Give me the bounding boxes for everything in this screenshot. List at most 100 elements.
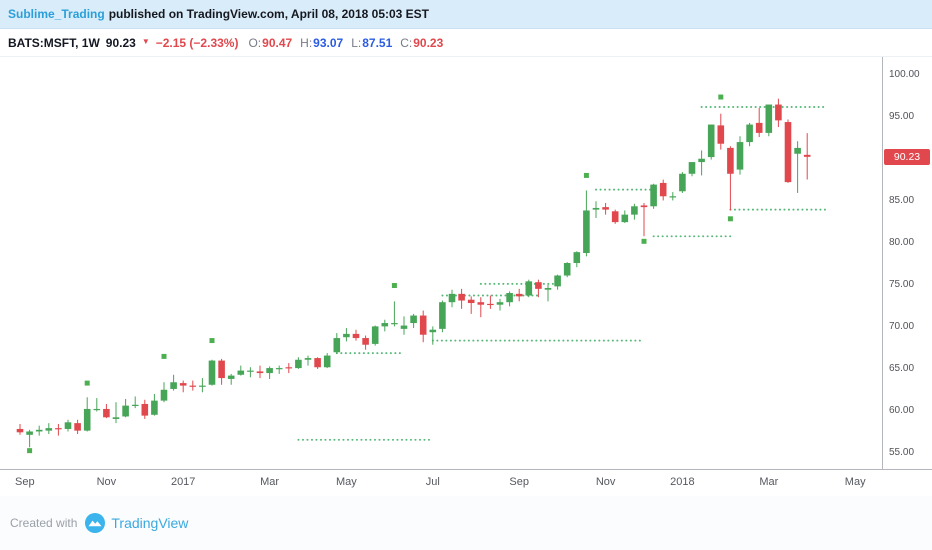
- candle: [208, 359, 216, 386]
- candle: [592, 201, 600, 218]
- time-axis-label: Nov: [96, 476, 117, 488]
- candle: [419, 310, 427, 343]
- signal-marker: [209, 338, 215, 344]
- candle: [650, 183, 657, 209]
- price-axis-label: 55.00: [889, 446, 915, 458]
- candle: [794, 141, 801, 193]
- time-axis-label: Sep: [509, 476, 529, 488]
- candle: [103, 403, 110, 419]
- candle: [496, 298, 504, 311]
- candle: [448, 289, 456, 308]
- signal-marker: [391, 283, 397, 289]
- candle: [621, 210, 629, 223]
- candle: [352, 329, 360, 341]
- price-axis-label: 60.00: [889, 404, 915, 416]
- time-axis-label: Nov: [595, 476, 616, 488]
- candle: [343, 328, 350, 342]
- candle: [35, 425, 43, 436]
- signal-marker: [641, 238, 647, 244]
- signal-marker: [718, 94, 724, 100]
- candle: [266, 366, 273, 379]
- candle: [16, 423, 24, 435]
- candle: [55, 423, 62, 436]
- candle: [659, 179, 667, 201]
- ohlc-close: C: 90.23: [400, 35, 444, 50]
- candle: [74, 419, 81, 434]
- time-axis-label: May: [844, 476, 866, 488]
- candle: [256, 365, 264, 379]
- ohlc-low: L: 87.51: [351, 35, 393, 50]
- candle: [227, 373, 235, 385]
- candle: [803, 133, 811, 180]
- candle: [179, 380, 187, 393]
- candle: [515, 288, 523, 302]
- candle: [688, 162, 696, 177]
- candle: [170, 374, 177, 391]
- time-axis[interactable]: Sep Nov 2017 Mar May Jul Sep Nov 2018 Mar May: [0, 470, 932, 496]
- candle: [573, 251, 581, 268]
- signal-marker: [84, 380, 90, 386]
- candle: [400, 316, 408, 335]
- candle: [429, 326, 437, 345]
- candle: [631, 203, 638, 220]
- candle: [611, 209, 619, 224]
- candle: [362, 335, 369, 350]
- price-change: −2.15 (−2.33%): [155, 35, 239, 50]
- candle: [679, 172, 686, 193]
- price-axis-label: 75.00: [889, 278, 915, 290]
- candle: [467, 296, 475, 314]
- candle: [727, 146, 734, 211]
- candle: [736, 136, 744, 175]
- candle: [26, 429, 33, 448]
- candle: [323, 353, 331, 369]
- candle: [544, 284, 552, 302]
- price-axis-label: 85.00: [889, 195, 915, 207]
- candle: [151, 393, 158, 416]
- candle: [525, 279, 533, 298]
- ohlc-values: O: 90.47 H: 93.07 L: 87.51 C: 90.23: [248, 36, 443, 50]
- time-axis-label: May: [336, 476, 357, 488]
- ohlc-high: H: 93.07: [300, 35, 344, 50]
- signal-marker: [27, 448, 33, 454]
- candle: [189, 380, 197, 391]
- candle: [314, 357, 321, 369]
- candle: [333, 333, 341, 354]
- price-axis-label: 65.00: [889, 362, 915, 374]
- candle: [160, 382, 168, 403]
- candle: [304, 355, 312, 366]
- time-axis-label: Mar: [260, 476, 280, 488]
- candle: [477, 297, 485, 318]
- candle: [765, 104, 773, 137]
- candlestick-plot[interactable]: [0, 57, 882, 469]
- candle: [439, 300, 446, 333]
- candle: [602, 202, 609, 215]
- price-axis[interactable]: 100.0095.0090.0085.0080.0075.0070.0065.0…: [882, 57, 932, 469]
- candle: [755, 107, 763, 138]
- price-axis-label: 100.00: [889, 69, 920, 81]
- publish-header: Sublime_Trading published on TradingView…: [0, 0, 932, 29]
- candle: [237, 365, 245, 376]
- symbol-title[interactable]: BATS:MSFT, 1W: [8, 35, 100, 50]
- author-link[interactable]: Sublime_Trading: [8, 7, 105, 21]
- candle: [391, 301, 398, 327]
- candle: [746, 122, 753, 147]
- tradingview-logo[interactable]: TradingView: [85, 513, 188, 533]
- tradingview-logo-text: TradingView: [111, 515, 189, 531]
- price-axis-label: 80.00: [889, 237, 915, 249]
- candle: [122, 398, 129, 418]
- candle: [640, 202, 648, 237]
- candle: [698, 150, 705, 176]
- signal-marker: [583, 172, 589, 178]
- candle: [506, 291, 513, 307]
- time-axis-label: Sep: [15, 476, 35, 488]
- price-axis-label: 70.00: [889, 320, 915, 332]
- candle: [563, 262, 571, 278]
- candle: [285, 363, 293, 374]
- chart-area: 100.0095.0090.0085.0080.0075.0070.0065.0…: [0, 56, 932, 470]
- candlestick-svg: [16, 94, 828, 454]
- time-axis-label: Jul: [425, 476, 440, 488]
- footer: Created with TradingView: [0, 496, 932, 550]
- candle: [64, 419, 72, 432]
- price-down-icon: ▼: [141, 37, 150, 46]
